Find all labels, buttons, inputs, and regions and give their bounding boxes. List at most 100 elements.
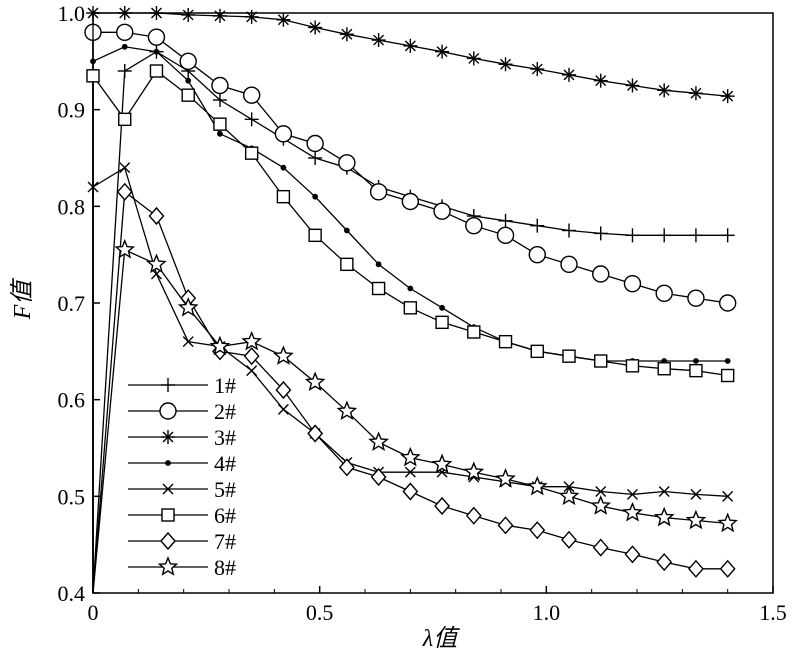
data-point	[688, 86, 703, 101]
data-point	[594, 354, 608, 368]
data-point	[213, 117, 227, 131]
data-point	[560, 255, 578, 274]
data-point	[117, 6, 132, 20]
legend-marker	[165, 460, 171, 466]
data-point	[593, 226, 608, 241]
data-point	[375, 261, 382, 268]
data-point	[624, 545, 641, 564]
legend-item: 3#	[128, 425, 236, 450]
legend: 1#2#3#4#5#6#7#8#	[128, 373, 236, 580]
y-tick-label: 0.5	[58, 484, 86, 509]
data-point	[86, 69, 100, 83]
data-point	[720, 228, 735, 243]
data-point	[622, 501, 643, 522]
y-tick-label: 0.4	[58, 581, 86, 606]
data-point	[277, 403, 289, 415]
data-point	[463, 461, 485, 481]
x-axis-title: λ值	[422, 625, 460, 650]
data-point	[689, 363, 703, 378]
legend-item: 1#	[128, 373, 236, 398]
legend-marker	[159, 402, 177, 420]
data-point	[693, 358, 699, 364]
legend-marker	[161, 508, 175, 522]
data-point	[717, 512, 738, 533]
data-point	[276, 12, 291, 27]
y-tick-label: 0.7	[58, 291, 86, 316]
data-point	[116, 23, 134, 42]
legend-label: 3#	[214, 425, 236, 450]
y-axis-title: F值	[9, 278, 36, 321]
legend-item: 2#	[128, 399, 236, 424]
series-line	[92, 166, 728, 593]
data-point	[371, 281, 386, 296]
data-point	[153, 48, 160, 55]
series-line	[92, 190, 728, 594]
data-point	[655, 284, 673, 303]
data-point	[719, 559, 736, 578]
data-point	[209, 335, 231, 356]
x-tick-label: 1.5	[759, 600, 787, 625]
x-tick-label: 0.5	[306, 600, 334, 625]
data-point	[211, 76, 229, 95]
plot-area: 0 0.5 1.0 1.5 0.4 0.5 0.6 0.7 0.8 0.9 1.0	[58, 1, 787, 625]
data-point	[433, 202, 451, 220]
data-point	[181, 7, 196, 22]
series-line	[92, 12, 728, 593]
data-point	[562, 223, 576, 238]
data-point	[118, 112, 132, 127]
legend-item: 8#	[128, 555, 236, 580]
data-point	[179, 52, 197, 71]
data-point	[340, 257, 354, 272]
data-point	[276, 189, 291, 204]
data-point	[656, 553, 673, 572]
data-point	[720, 89, 735, 104]
data-point	[312, 193, 319, 200]
data-point	[148, 206, 165, 226]
data-point	[147, 28, 166, 46]
legend-label: 6#	[214, 503, 236, 528]
data-point	[119, 162, 131, 174]
data-point	[439, 304, 445, 311]
data-point	[121, 43, 128, 50]
data-point	[241, 330, 262, 351]
series-3	[86, 6, 735, 593]
data-point	[431, 453, 453, 474]
data-point	[561, 530, 577, 549]
series-layer	[84, 6, 738, 594]
y-tick-label: 0.9	[58, 98, 86, 123]
data-point	[497, 516, 514, 535]
data-point	[592, 538, 609, 557]
data-point	[590, 495, 612, 515]
legend-marker	[162, 483, 174, 495]
x-tick-label: 0	[88, 600, 99, 625]
data-point	[562, 349, 576, 363]
data-point	[465, 506, 482, 525]
data-point	[273, 345, 294, 365]
series-line	[92, 70, 728, 593]
data-point	[369, 183, 388, 201]
data-point	[402, 482, 419, 501]
data-point	[403, 301, 418, 315]
legend-label: 7#	[214, 529, 236, 554]
data-point	[407, 285, 414, 292]
data-point	[530, 344, 544, 359]
data-point	[724, 358, 731, 364]
series-2	[84, 23, 737, 593]
data-point	[529, 521, 546, 540]
series-4	[90, 43, 731, 593]
data-point	[657, 228, 672, 243]
legend-item: 7#	[128, 529, 236, 554]
data-point	[562, 67, 576, 82]
series-7	[92, 182, 736, 594]
data-point	[625, 228, 640, 243]
data-point	[404, 466, 416, 478]
data-point	[435, 315, 449, 330]
y-tick-label: 0.8	[58, 194, 86, 219]
data-point	[720, 368, 735, 383]
data-point	[275, 380, 292, 400]
data-point	[657, 362, 671, 376]
data-point	[370, 467, 387, 487]
data-point	[465, 216, 483, 235]
data-point	[688, 228, 703, 243]
data-point	[306, 134, 324, 153]
